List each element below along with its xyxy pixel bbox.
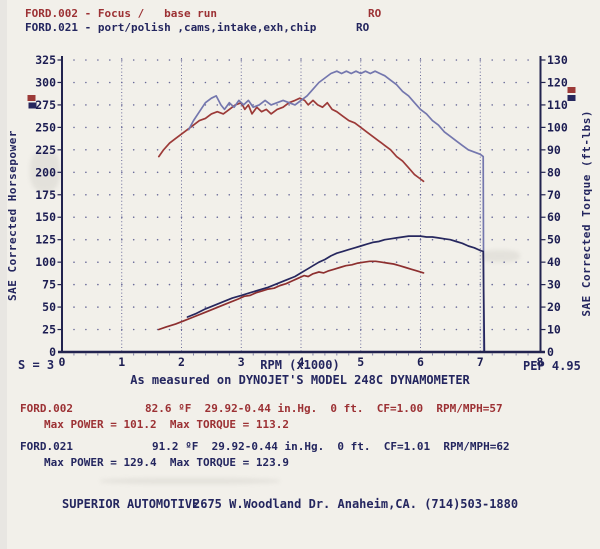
y-left-tick-label: 125 — [35, 233, 56, 247]
y-right-tick-label: 40 — [547, 255, 561, 269]
version-note: PEP 4.95 — [523, 359, 581, 373]
x-axis-title: RPM (x1000) — [260, 358, 340, 372]
x-tick-label: 8 — [537, 355, 544, 369]
y-right-tick-label: 80 — [547, 165, 561, 179]
y-left-tick-label: 50 — [42, 300, 56, 314]
run2-file: FORD.021 — [20, 440, 73, 453]
header-run2-label: FORD.021 - port/polish ,cams,intake,exh,… — [25, 21, 317, 34]
x-tick-label: 7 — [477, 355, 484, 369]
legend-markers — [27, 87, 576, 109]
y-right-tick-label: 130 — [547, 53, 568, 67]
x-tick-label: 2 — [178, 355, 185, 369]
y-left-tick-label: 0 — [49, 345, 56, 359]
run1-file: FORD.002 — [20, 402, 73, 415]
y-left-axis-title: SAE Corrected Horsepower — [6, 130, 19, 301]
series-ford-002-power — [157, 260, 425, 331]
y-right-tick-label: 0 — [547, 345, 554, 359]
x-tick-label: 6 — [417, 355, 424, 369]
legend-run1-square-right — [567, 87, 576, 93]
y-right-tick-label: 50 — [547, 233, 561, 247]
y-left-tick-label: 250 — [35, 120, 56, 134]
x-tick-label: 5 — [357, 355, 364, 369]
y-right-tick-label: 30 — [547, 278, 561, 292]
scan-edge-artifact — [0, 0, 7, 549]
y-right-tick-label: 10 — [547, 323, 561, 337]
y-right-tick-label: 90 — [547, 143, 561, 157]
y-left-tick-label: 325 — [35, 53, 56, 67]
smoothing-note: S = 3 — [18, 358, 55, 372]
series-ford-021-torque — [187, 70, 485, 353]
series-curves — [157, 70, 486, 353]
y-right-tick-label: 100 — [547, 120, 568, 134]
run1-max-values: Max POWER = 101.2 Max TORQUE = 113.2 — [44, 418, 290, 431]
dyno-subtitle: As measured on DYNOJET'S MODEL 248C DYNA… — [130, 373, 470, 387]
run2-conditions: 91.2 ºF 29.92-0.44 in.Hg. 0 ft. CF=1.01 … — [152, 440, 510, 453]
scan-smudge — [480, 250, 520, 262]
scan-smudge — [100, 478, 280, 484]
y-left-tick-label: 300 — [35, 75, 56, 89]
x-ticks: 0 1 2 3 4 5 6 7 8 — [59, 355, 544, 369]
series-ford-002-torque — [157, 97, 425, 183]
y-left-tick-label: 150 — [35, 210, 56, 224]
y-left-tick-label: 225 — [35, 143, 56, 157]
y-left-tick-label: 100 — [35, 255, 56, 269]
run2-max-values: Max POWER = 129.4 Max TORQUE = 123.9 — [44, 456, 290, 469]
x-tick-label: 1 — [118, 355, 125, 369]
header-run2-tag: RO — [356, 21, 370, 34]
y-right-axis-title: SAE Corrected Torque (ft-lbs) — [580, 110, 593, 317]
run1-conditions: 82.6 ºF 29.92-0.44 in.Hg. 0 ft. CF=1.00 … — [145, 402, 503, 415]
y-left-tick-label: 25 — [42, 323, 56, 337]
shop-address: 2675 W.Woodland Dr. Anaheim,CA. (714)503… — [193, 497, 519, 511]
y-left-ticks: 0 25 50 75 100 125 150 175 200 225 250 275 300 325 — [35, 53, 62, 359]
header-run1-tag: RO — [368, 7, 382, 20]
legend-run2-square-right — [567, 95, 576, 101]
shop-name: SUPERIOR AUTOMOTIVE — [62, 497, 200, 511]
y-right-ticks: 0 10 20 30 40 50 60 70 80 90 100 110 120 130 — [541, 53, 568, 359]
legend-run2-square-left — [28, 102, 37, 109]
x-tick-label: 0 — [59, 355, 66, 369]
y-right-tick-label: 120 — [547, 75, 568, 89]
y-right-tick-label: 70 — [547, 188, 561, 202]
y-right-tick-label: 110 — [547, 98, 568, 112]
major-x-gridlines — [121, 58, 481, 351]
y-right-tick-label: 60 — [547, 210, 561, 224]
x-minor-ticks — [73, 353, 529, 356]
scan-smudge — [30, 150, 60, 192]
y-left-tick-label: 175 — [35, 188, 56, 202]
x-tick-label: 3 — [238, 355, 245, 369]
header-run1-label: FORD.002 - Focus / base run — [25, 7, 218, 20]
dyno-plot-svg: 0255075100125150175200225250275300325010… — [27, 53, 576, 369]
y-left-tick-label: 275 — [35, 98, 56, 112]
legend-run1-square-left — [27, 95, 36, 101]
series-ford-021-power — [186, 235, 486, 353]
y-right-tick-label: 20 — [547, 300, 561, 314]
y-left-tick-label: 75 — [42, 278, 56, 292]
dyno-chart: 0 25 50 75 100 125 150 175 200 225 250 275 300 325 0 10… — [6, 53, 593, 369]
y-left-tick-label: 200 — [35, 165, 56, 179]
dot-grid — [73, 59, 529, 331]
x-tick-label: 4 — [298, 355, 305, 369]
